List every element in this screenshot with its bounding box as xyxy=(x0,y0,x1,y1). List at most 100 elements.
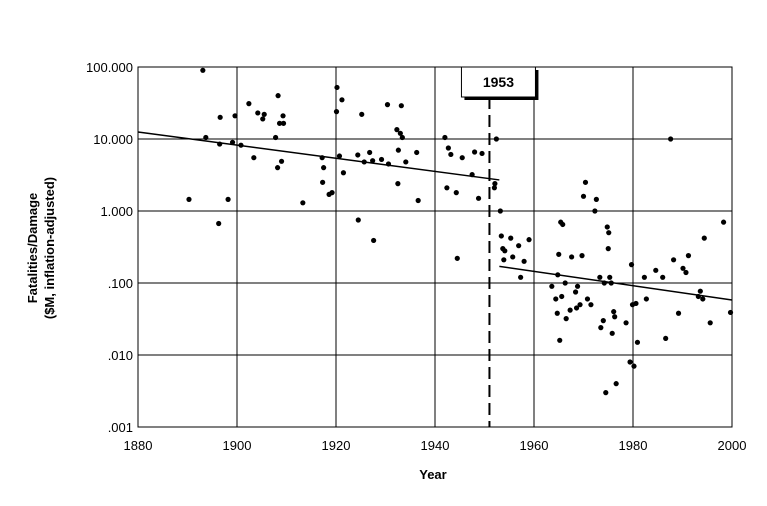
data-point-65 xyxy=(493,136,499,142)
y-tick-label-3: 1.000 xyxy=(100,204,133,219)
callout-label: 1953 xyxy=(483,74,514,90)
data-point-37 xyxy=(367,149,373,156)
data-point-105 xyxy=(603,390,609,396)
data-point-130 xyxy=(680,265,686,271)
data-point-137 xyxy=(707,320,713,326)
y-axis-title: Fatalities/Damage ($M, inflation-adjuste… xyxy=(25,177,57,319)
data-point-27 xyxy=(329,190,335,196)
data-point-22 xyxy=(300,200,306,206)
x-tick-label-5: 1980 xyxy=(619,438,648,453)
data-point-38 xyxy=(371,237,377,244)
trendline-1 xyxy=(499,265,733,301)
data-point-102 xyxy=(598,325,604,331)
data-point-85 xyxy=(560,221,566,228)
data-point-73 xyxy=(516,243,522,249)
data-point-42 xyxy=(385,161,392,167)
trendline-0 xyxy=(137,131,500,181)
data-point-31 xyxy=(339,97,345,103)
data-point-133 xyxy=(695,293,701,300)
data-point-3 xyxy=(216,220,222,227)
data-point-111 xyxy=(609,330,615,336)
y-axis-title-line-1: Fatalities/Damage xyxy=(25,193,40,304)
x-tick-label-2: 1920 xyxy=(322,438,351,453)
data-point-113 xyxy=(612,314,618,320)
data-point-71 xyxy=(508,235,514,241)
data-point-76 xyxy=(526,237,532,243)
data-point-53 xyxy=(444,185,450,191)
data-point-88 xyxy=(567,307,573,313)
data-point-13 xyxy=(260,116,266,122)
data-point-47 xyxy=(398,103,404,109)
data-point-69 xyxy=(501,257,507,263)
data-point-116 xyxy=(627,359,633,365)
data-point-24 xyxy=(320,179,326,185)
data-point-32 xyxy=(340,170,347,176)
data-point-86 xyxy=(562,280,568,286)
data-point-39 xyxy=(370,158,376,164)
data-point-25 xyxy=(321,165,327,171)
x-tick-label-1: 1900 xyxy=(223,438,252,453)
data-points xyxy=(186,67,734,396)
y-axis-title-line-2: ($M, inflation-adjusted) xyxy=(42,177,57,319)
data-point-84 xyxy=(559,293,565,300)
data-point-117 xyxy=(628,262,635,268)
data-point-23 xyxy=(319,155,325,161)
data-point-98 xyxy=(588,302,594,308)
data-point-59 xyxy=(469,172,475,178)
data-point-18 xyxy=(276,120,283,126)
data-point-44 xyxy=(395,181,401,187)
data-point-74 xyxy=(518,274,524,280)
data-point-101 xyxy=(597,274,603,280)
data-point-81 xyxy=(556,251,562,257)
data-point-2 xyxy=(203,134,209,141)
data-point-58 xyxy=(459,155,465,161)
data-point-5 xyxy=(217,114,223,120)
data-point-107 xyxy=(606,230,612,236)
data-point-36 xyxy=(361,159,367,165)
data-point-120 xyxy=(633,300,639,307)
data-point-112 xyxy=(611,309,617,315)
data-point-91 xyxy=(573,305,580,311)
data-point-125 xyxy=(660,274,666,280)
data-point-28 xyxy=(333,109,340,115)
y-tick-label-0: .001 xyxy=(108,420,133,435)
data-point-49 xyxy=(403,159,409,165)
data-point-30 xyxy=(336,153,343,159)
data-point-46 xyxy=(397,130,403,136)
data-point-64 xyxy=(492,181,498,187)
data-point-78 xyxy=(553,296,559,302)
data-point-56 xyxy=(453,190,459,196)
data-point-106 xyxy=(604,224,610,230)
data-point-82 xyxy=(557,337,563,343)
data-point-75 xyxy=(521,258,527,264)
y-tick-label-4: 10.000 xyxy=(93,132,133,147)
data-point-15 xyxy=(273,134,279,141)
data-point-99 xyxy=(592,208,598,214)
data-point-126 xyxy=(663,335,669,342)
data-point-93 xyxy=(577,302,583,308)
plot-frame xyxy=(137,66,733,428)
data-point-122 xyxy=(641,274,647,280)
data-point-62 xyxy=(479,150,485,157)
data-point-34 xyxy=(355,217,361,223)
x-axis-title: Year xyxy=(419,467,446,482)
data-point-50 xyxy=(414,149,420,156)
data-point-40 xyxy=(378,156,385,163)
data-point-104 xyxy=(601,280,607,286)
y-tick-label-2: .100 xyxy=(108,276,133,291)
data-point-128 xyxy=(670,257,677,263)
data-point-114 xyxy=(613,381,619,387)
callout-1953: 1953 xyxy=(460,66,539,100)
data-point-109 xyxy=(607,274,613,280)
data-point-132 xyxy=(685,253,692,259)
data-point-119 xyxy=(631,363,637,369)
data-point-66 xyxy=(497,208,503,214)
data-point-0 xyxy=(186,196,192,202)
data-point-138 xyxy=(720,219,727,225)
data-point-11 xyxy=(251,155,257,161)
callout-box xyxy=(460,66,536,98)
data-point-29 xyxy=(334,84,340,91)
y-tick-label-5: 100.000 xyxy=(86,60,133,75)
